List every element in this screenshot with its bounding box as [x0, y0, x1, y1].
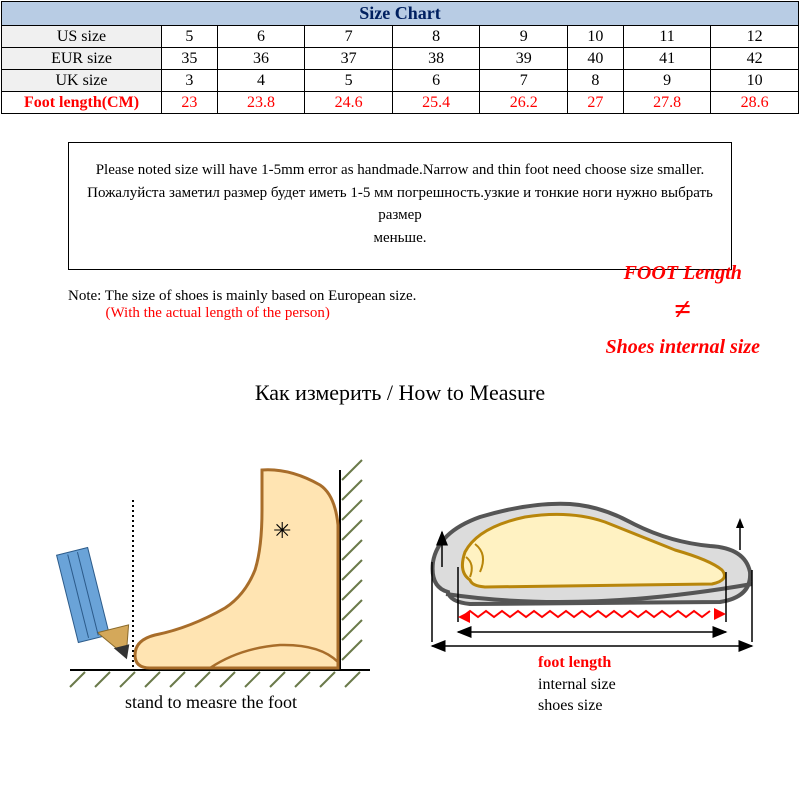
size-cell: 25.4: [392, 92, 480, 114]
note-line-3: меньше.: [79, 227, 721, 250]
size-cell: 5: [162, 26, 218, 48]
size-cell: 42: [711, 48, 799, 70]
size-cell: 39: [480, 48, 568, 70]
foot-icon: [135, 470, 338, 668]
european-note-red: (With the actual length of the person): [106, 305, 330, 321]
size-cell: 38: [392, 48, 480, 70]
legend-internal-size: internal size: [538, 674, 616, 696]
size-cell: 9: [480, 26, 568, 48]
size-cell: 12: [711, 26, 799, 48]
size-cell: 6: [217, 26, 305, 48]
size-cell: 36: [217, 48, 305, 70]
size-cell: 37: [305, 48, 393, 70]
neq-top: FOOT Length: [624, 262, 742, 284]
size-cell: 10: [711, 70, 799, 92]
handmade-note-box: Please noted size will have 1-5mm error …: [68, 142, 732, 270]
size-chart-title: Size Chart: [2, 2, 799, 26]
ankle-star-icon: ✳: [273, 518, 291, 543]
size-legend: foot length internal size shoes size: [538, 652, 616, 717]
size-cell: 27.8: [623, 92, 711, 114]
size-chart-title-row: Size Chart: [2, 2, 799, 26]
size-cell: 40: [568, 48, 624, 70]
pencil-icon: [57, 547, 136, 661]
size-cell: 26.2: [480, 92, 568, 114]
size-cell: 28.6: [711, 92, 799, 114]
note-line-1: Please noted size will have 1-5mm error …: [79, 159, 721, 182]
size-row: US size56789101112: [2, 26, 799, 48]
standing-foot-diagram: ✳: [30, 430, 410, 730]
size-cell: 27: [568, 92, 624, 114]
size-cell: 41: [623, 48, 711, 70]
size-row-label: EUR size: [2, 48, 162, 70]
size-cell: 7: [480, 70, 568, 92]
size-row-label: Foot length(CM): [2, 92, 162, 114]
size-row: EUR size3536373839404142: [2, 48, 799, 70]
size-row: Foot length(CM)2323.824.625.426.22727.82…: [2, 92, 799, 114]
size-cell: 8: [568, 70, 624, 92]
neq-symbol: ≠: [606, 289, 760, 331]
size-chart-table: Size Chart US size56789101112EUR size353…: [1, 1, 799, 114]
legend-shoes-size: shoes size: [538, 695, 616, 717]
size-row: UK size345678910: [2, 70, 799, 92]
legend-foot-length: foot length: [538, 652, 616, 674]
size-cell: 6: [392, 70, 480, 92]
stand-caption: stand to measre the foot: [125, 692, 297, 713]
size-cell: 7: [305, 26, 393, 48]
foot-not-equal-shoes: FOOT Length ≠ Shoes internal size: [606, 259, 760, 361]
neq-bottom: Shoes internal size: [606, 336, 760, 358]
size-cell: 4: [217, 70, 305, 92]
size-row-label: UK size: [2, 70, 162, 92]
size-cell: 24.6: [305, 92, 393, 114]
size-cell: 3: [162, 70, 218, 92]
size-cell: 8: [392, 26, 480, 48]
size-cell: 23.8: [217, 92, 305, 114]
size-cell: 35: [162, 48, 218, 70]
size-row-label: US size: [2, 26, 162, 48]
size-cell: 23: [162, 92, 218, 114]
size-cell: 11: [623, 26, 711, 48]
size-cell: 10: [568, 26, 624, 48]
note-line-2: Пожалуйста заметил размер будет иметь 1-…: [79, 182, 721, 227]
size-cell: 9: [623, 70, 711, 92]
european-note-black: Note: The size of shoes is mainly based …: [68, 288, 416, 304]
how-to-measure-title: Как измерить / How to Measure: [0, 380, 800, 406]
diagrams-area: ✳ stand to measre the foot: [0, 430, 800, 760]
size-cell: 5: [305, 70, 393, 92]
